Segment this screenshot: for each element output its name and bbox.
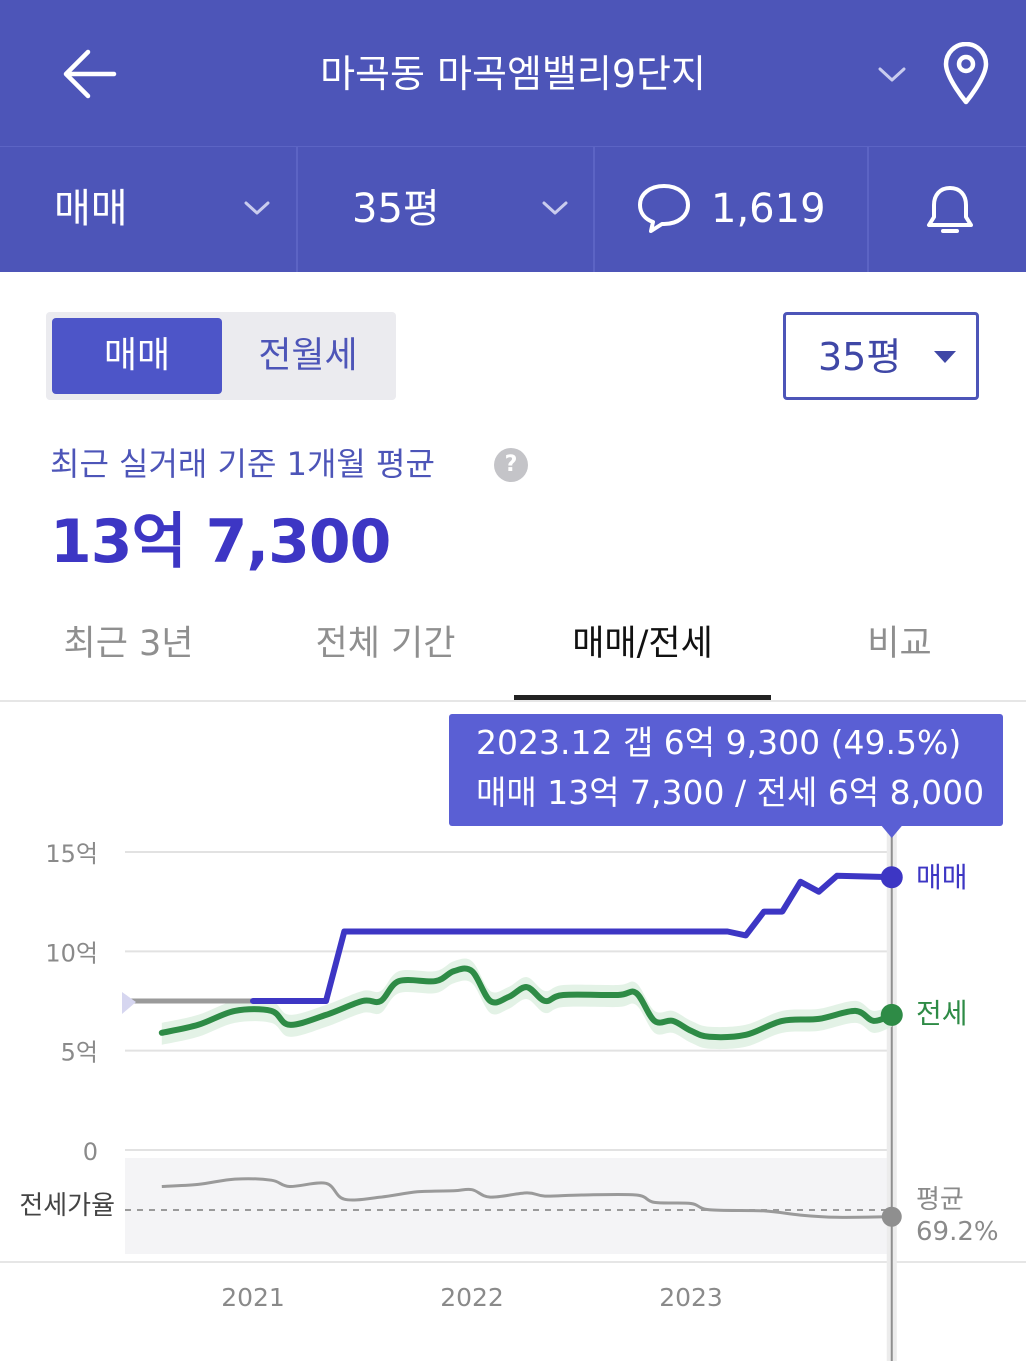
help-icon[interactable]: ? <box>494 448 528 482</box>
rent-toggle-button[interactable]: 전월세 <box>258 335 358 376</box>
chevron-down-icon <box>542 201 568 215</box>
y-tick-label: 10억 <box>45 939 98 967</box>
scroll-left-marker[interactable] <box>122 992 136 1014</box>
tooltip-prices: 매매 13억 7,300 / 전세 6억 8,000 <box>476 773 985 812</box>
map-pin-icon[interactable] <box>940 42 992 106</box>
jeonse-line <box>158 965 895 1041</box>
x-tick-label: 2023 <box>659 1283 723 1312</box>
trade-type-label: 매매 <box>54 186 128 232</box>
page-title[interactable]: 마곡동 마곡엠밸리9단지 <box>320 52 706 96</box>
speech-bubble-icon <box>638 184 690 233</box>
ratio-band <box>125 1158 890 1254</box>
arrow-left-icon[interactable] <box>58 46 120 102</box>
trade-type-filter[interactable]: 매매 <box>0 147 296 272</box>
chart-tooltip: 2023.12 갭 6억 9,300 (49.5%) 매매 13억 7,300 … <box>449 714 1003 826</box>
x-tick-label: 2022 <box>440 1283 504 1312</box>
y-tick-label: 0 <box>83 1138 98 1166</box>
jeonse-series-label: 전세 <box>916 997 968 1030</box>
average-price: 13억 7,300 <box>50 507 391 577</box>
jeonse-ratio-end-dot <box>881 1206 902 1227</box>
average-label: 최근 실거래 기준 1개월 평균 <box>50 445 435 483</box>
tooltip-gap: 2023.12 갭 6억 9,300 (49.5%) <box>476 723 962 762</box>
trade-toggle: 매매 전월세 <box>46 312 396 400</box>
series-layer <box>122 866 903 1050</box>
app-header: 마곡동 마곡엠밸리9단지 <box>0 0 1026 146</box>
notification-button[interactable] <box>867 147 1026 272</box>
tooltip-pointer <box>881 826 902 838</box>
jeonse-ratio-line <box>161 1177 892 1219</box>
period-tabs: 최근 3년 전체 기간 매매/전세 비교 <box>0 612 1026 702</box>
ratio-chart <box>125 1177 902 1227</box>
size-filter-label: 35평 <box>352 186 440 232</box>
tab-sale-jeonse[interactable]: 매매/전세 <box>514 612 771 700</box>
comments-button[interactable]: 1,619 <box>593 147 867 272</box>
jeonse-end-dot <box>880 1003 903 1026</box>
filter-bar: 매매 35평 1,619 <box>0 146 1026 272</box>
ratio-axis-label: 전세가율 <box>19 1191 115 1221</box>
sale-toggle-button[interactable]: 매매 <box>52 318 222 394</box>
tab-recent-3y[interactable]: 최근 3년 <box>63 624 194 664</box>
size-select-value: 35평 <box>818 335 902 379</box>
x-tick-label: 2021 <box>221 1283 285 1312</box>
bell-icon <box>927 186 973 233</box>
comment-count: 1,619 <box>711 186 826 232</box>
y-tick-label: 5억 <box>61 1039 98 1067</box>
tab-all-period[interactable]: 전체 기간 <box>315 624 456 664</box>
y-tick-label: 15억 <box>45 840 98 868</box>
size-select[interactable]: 35평 <box>783 312 979 400</box>
chevron-down-icon <box>244 201 270 215</box>
average-value: 69.2% <box>916 1217 999 1247</box>
chart-grid <box>0 826 1026 1361</box>
average-label: 평균 <box>916 1185 964 1215</box>
sale-end-dot <box>880 866 903 889</box>
chevron-down-icon[interactable] <box>876 60 908 88</box>
tab-compare[interactable]: 비교 <box>867 624 932 664</box>
size-filter[interactable]: 35평 <box>296 147 593 272</box>
caret-down-icon <box>934 351 956 363</box>
sale-line <box>250 872 895 1004</box>
sale-series-label: 매매 <box>916 861 968 894</box>
